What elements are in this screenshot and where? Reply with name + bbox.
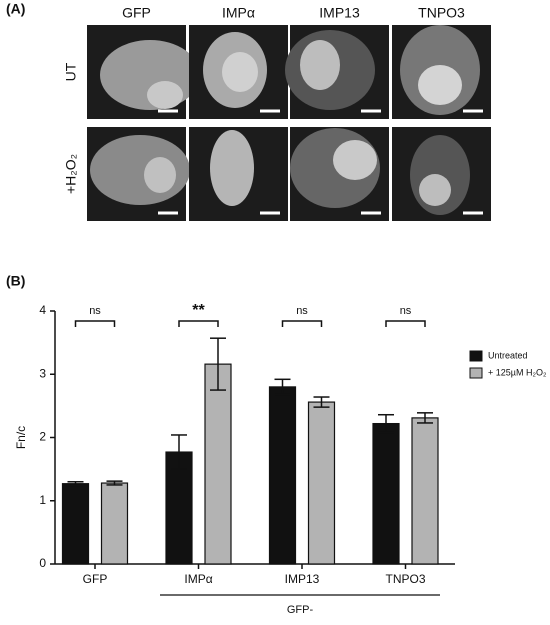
significance-bracket — [74, 320, 116, 327]
y-tick-label: 4 — [39, 303, 46, 317]
y-tick-label: 0 — [39, 556, 46, 570]
x-tick-label: IMPα — [184, 572, 212, 586]
cell — [222, 52, 258, 92]
legend-swatch — [469, 367, 483, 379]
column-header: GFP — [122, 5, 151, 21]
group-label: GFP- — [287, 604, 314, 616]
x-tick-label: GFP — [83, 572, 108, 586]
cell — [147, 81, 183, 109]
error-bar — [210, 337, 226, 391]
y-axis-label: Fn/c — [14, 426, 28, 449]
panel-label: (A) — [6, 1, 25, 17]
y-tick-label: 2 — [39, 430, 46, 444]
legend-swatch — [469, 350, 483, 362]
column-header: IMPα — [222, 5, 255, 21]
bar — [61, 483, 90, 565]
legend-label: Untreated — [488, 350, 528, 360]
bar — [100, 482, 129, 565]
bar — [411, 417, 439, 565]
x-tick-label: IMP13 — [285, 572, 320, 586]
cell — [333, 140, 377, 180]
cell — [210, 130, 254, 206]
significance-label: ns — [296, 305, 308, 317]
cell — [144, 157, 176, 193]
micrograph-grid — [87, 25, 491, 221]
y-tick-label: 1 — [39, 493, 46, 507]
error-bar — [67, 481, 84, 487]
y-tick-label: 3 — [39, 366, 46, 380]
bar — [372, 422, 400, 565]
bar — [165, 451, 193, 565]
bar — [307, 401, 336, 565]
cell — [300, 40, 340, 90]
cell — [419, 174, 451, 206]
error-bar — [313, 396, 330, 408]
x-tick-label: TNPO3 — [385, 572, 425, 586]
column-header: TNPO3 — [418, 5, 465, 21]
cell — [418, 65, 462, 105]
significance-label: ns — [89, 305, 101, 317]
error-bar — [274, 378, 291, 396]
panel-label: (B) — [6, 273, 25, 289]
error-bar — [378, 413, 394, 434]
bar — [268, 386, 297, 565]
bar — [204, 363, 232, 565]
significance-label: ns — [400, 305, 412, 317]
legend-label: + 125µM H₂O₂ — [488, 367, 547, 377]
significance-label: ** — [192, 302, 205, 319]
row-label: +H₂O₂ — [63, 154, 79, 194]
significance-bracket — [281, 320, 323, 327]
significance-bracket — [178, 320, 219, 327]
significance-bracket — [385, 320, 426, 327]
error-bar — [171, 434, 187, 470]
error-bar — [106, 480, 123, 486]
row-label: UT — [63, 62, 79, 81]
column-header: IMP13 — [319, 5, 360, 21]
error-bar — [417, 412, 433, 424]
